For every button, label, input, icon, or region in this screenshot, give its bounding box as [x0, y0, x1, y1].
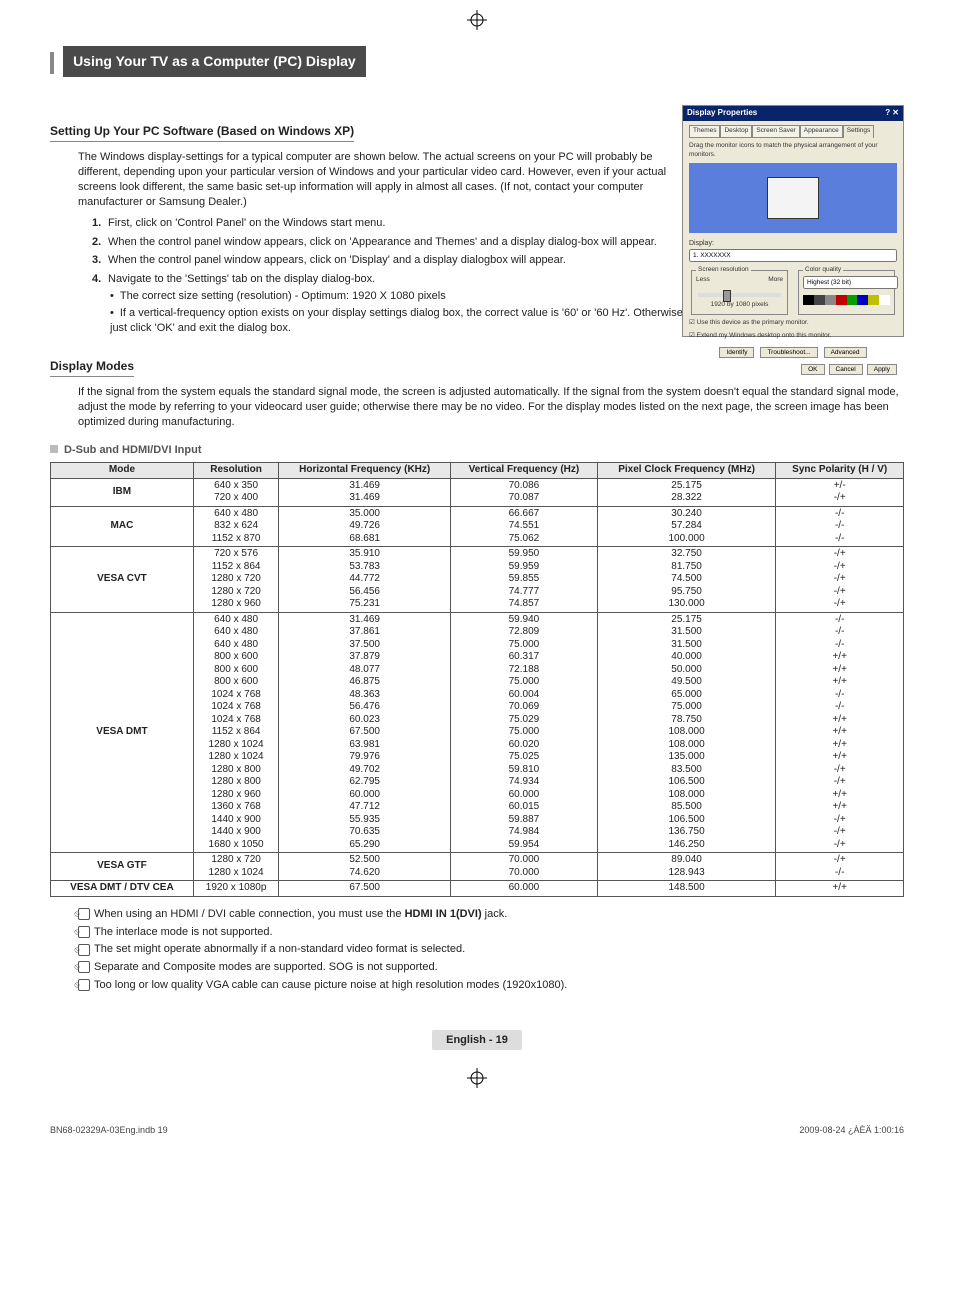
- table-row: VESA GTF1280 x 7201280 x 102452.50074.62…: [51, 853, 904, 881]
- btn-identify[interactable]: Identify: [719, 347, 754, 358]
- btn-troubleshoot[interactable]: Troubleshoot...: [760, 347, 817, 358]
- table-header: Pixel Clock Frequency (MHz): [597, 463, 776, 479]
- notes-block: ⦸When using an HDMI / DVI cable connecti…: [50, 907, 904, 993]
- bullet-resolution: The correct size setting (resolution) - …: [110, 289, 692, 304]
- chk-primary[interactable]: ☑ Use this device as the primary monitor…: [689, 319, 897, 328]
- note-row: ⦸Too long or low quality VGA cable can c…: [78, 978, 904, 993]
- step-4: 4.Navigate to the 'Settings' tab on the …: [92, 272, 692, 335]
- tab-settings[interactable]: Settings: [843, 125, 875, 138]
- tab-screensaver[interactable]: Screen Saver: [752, 125, 799, 138]
- doc-id: BN68-02329A-03Eng.indb 19: [50, 1124, 168, 1136]
- note-row: ⦸Separate and Composite modes are suppor…: [78, 960, 904, 975]
- page-footer: English - 19: [50, 1033, 904, 1048]
- btn-advanced[interactable]: Advanced: [824, 347, 867, 358]
- step-3: 3.When the control panel window appears,…: [92, 253, 692, 268]
- note-icon: ⦸: [78, 979, 90, 991]
- table-row: MAC640 x 480832 x 6241152 x 87035.00049.…: [51, 506, 904, 547]
- step-4-bullets: The correct size setting (resolution) - …: [110, 289, 692, 336]
- display-label: Display:: [689, 239, 897, 248]
- dialog-display-row: Display:: [689, 239, 897, 261]
- table-row: VESA DMT / DTV CEA1920 x 1080p67.50060.0…: [51, 881, 904, 897]
- note-row: ⦸When using an HDMI / DVI cable connecti…: [78, 907, 904, 922]
- registration-mark-bottom: [50, 1068, 904, 1094]
- cq-combo[interactable]: [803, 276, 898, 289]
- display-combo[interactable]: [689, 249, 897, 262]
- page-label: English - 19: [432, 1030, 522, 1050]
- setup-steps: 1.First, click on 'Control Panel' on the…: [92, 216, 692, 336]
- note-icon: ⦸: [78, 926, 90, 938]
- res-value: 1920 by 1080 pixels: [696, 301, 783, 310]
- step-2: 2.When the control panel window appears,…: [92, 235, 692, 250]
- display-modes-table: ModeResolutionHorizontal Frequency (KHz)…: [50, 462, 904, 897]
- table-header: Resolution: [193, 463, 278, 479]
- dialog-bottom-buttons: OK Cancel Apply: [689, 364, 897, 375]
- dialog-mid-buttons: Identify Troubleshoot... Advanced: [689, 347, 897, 358]
- dialog-close-icons: ? ✕: [885, 108, 899, 119]
- dialog-monitor-preview: [689, 163, 897, 233]
- dialog-tabs: Themes Desktop Screen Saver Appearance S…: [689, 125, 897, 138]
- tab-desktop[interactable]: Desktop: [720, 125, 752, 138]
- dialog-title-text: Display Properties: [687, 108, 757, 119]
- display-properties-dialog: Display Properties ? ✕ Themes Desktop Sc…: [682, 105, 904, 337]
- color-quality-group: Color quality: [798, 266, 895, 315]
- setup-paragraph: The Windows display-settings for a typic…: [78, 150, 678, 209]
- monitor-icon: [767, 177, 819, 219]
- note-icon: ⦸: [78, 961, 90, 973]
- table-header: Vertical Frequency (Hz): [451, 463, 598, 479]
- chk-extend[interactable]: ☑ Extend my Windows desktop onto this mo…: [689, 332, 897, 341]
- table-header: Mode: [51, 463, 194, 479]
- section-title-row: Using Your TV as a Computer (PC) Display: [50, 46, 904, 91]
- dialog-drag-text: Drag the monitor icons to match the phys…: [689, 142, 897, 160]
- note-icon: ⦸: [78, 908, 90, 920]
- table-row: VESA CVT720 x 5761152 x 8641280 x 720128…: [51, 547, 904, 613]
- step-1: 1.First, click on 'Control Panel' on the…: [92, 216, 692, 231]
- subheading-setup: Setting Up Your PC Software (Based on Wi…: [50, 123, 354, 142]
- dialog-titlebar: Display Properties ? ✕: [683, 106, 903, 121]
- res-slider[interactable]: [698, 293, 781, 297]
- note-row: ⦸The interlace mode is not supported.: [78, 925, 904, 940]
- bullet-frequency: If a vertical-frequency option exists on…: [110, 306, 692, 336]
- btn-ok[interactable]: OK: [801, 364, 824, 375]
- table-label: D-Sub and HDMI/DVI Input: [50, 443, 904, 458]
- display-modes-paragraph: If the signal from the system equals the…: [78, 385, 904, 430]
- table-header: Horizontal Frequency (KHz): [279, 463, 451, 479]
- doc-timestamp: 2009-08-24 ¿ÀÈÄ 1:00:16: [799, 1124, 904, 1136]
- tab-themes[interactable]: Themes: [689, 125, 720, 138]
- btn-apply[interactable]: Apply: [867, 364, 897, 375]
- screen-resolution-group: Screen resolution Less More 1920 by 1080…: [691, 266, 788, 315]
- res-legend: Screen resolution: [696, 266, 751, 275]
- res-less: Less: [696, 276, 710, 285]
- bottom-bar: BN68-02329A-03Eng.indb 19 2009-08-24 ¿ÀÈ…: [50, 1124, 904, 1136]
- section-title: Using Your TV as a Computer (PC) Display: [63, 46, 366, 77]
- tab-appearance[interactable]: Appearance: [800, 125, 843, 138]
- note-row: ⦸The set might operate abnormally if a n…: [78, 942, 904, 957]
- table-row: IBM640 x 350720 x 40031.46931.46970.0867…: [51, 478, 904, 506]
- table-row: VESA DMT640 x 480640 x 480640 x 480800 x…: [51, 612, 904, 853]
- note-icon: ⦸: [78, 944, 90, 956]
- registration-mark-top: [50, 10, 904, 36]
- colorbar: [803, 295, 890, 305]
- subheading-display-modes: Display Modes: [50, 358, 134, 377]
- btn-cancel[interactable]: Cancel: [829, 364, 863, 375]
- table-header: Sync Polarity (H / V): [776, 463, 904, 479]
- title-marker: [50, 52, 54, 74]
- cq-legend: Color quality: [803, 266, 843, 275]
- res-more: More: [768, 276, 783, 285]
